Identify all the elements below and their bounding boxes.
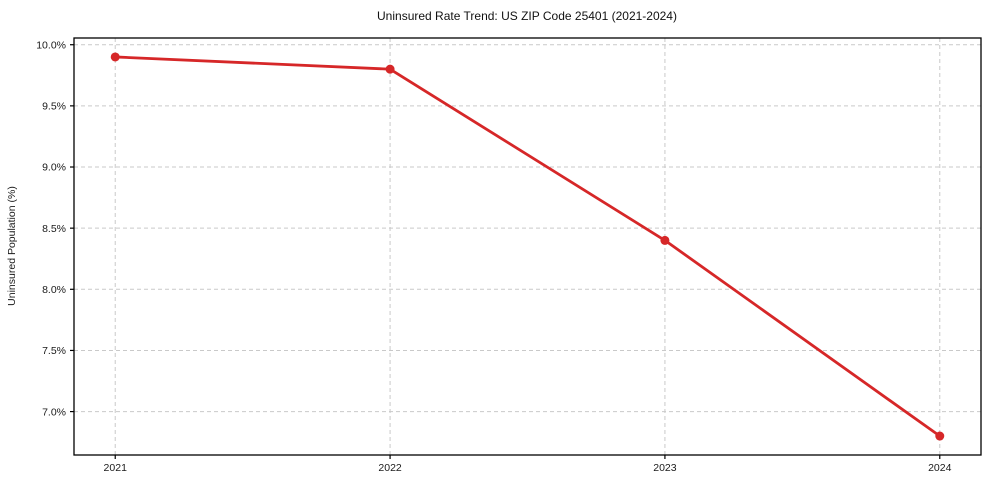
y-tick-label: 9.5% xyxy=(42,101,66,113)
chart-title: Uninsured Rate Trend: US ZIP Code 25401 … xyxy=(377,9,677,23)
y-tick-label: 8.0% xyxy=(42,284,66,296)
x-tick-label: 2023 xyxy=(653,462,677,474)
series-layer xyxy=(110,52,945,441)
x-tick-label: 2024 xyxy=(928,462,952,474)
y-tick-label: 9.0% xyxy=(42,162,66,174)
trend-line xyxy=(113,55,942,438)
data-point-2022 xyxy=(385,64,395,74)
data-point-2024 xyxy=(935,431,945,441)
plot-border xyxy=(73,37,982,456)
grid-layer xyxy=(74,38,981,455)
y-axis-title: Uninsured Population (%) xyxy=(6,186,18,306)
x-tick-label: 2021 xyxy=(104,462,128,474)
axes-layer: 7.0% 7.5% 8.0% 8.5% 9.0% 9.5% 10.0% 2021 2022 202… xyxy=(36,37,982,474)
data-point-2023 xyxy=(660,235,670,245)
y-tick-label: 7.0% xyxy=(42,406,66,418)
y-tick-label: 10.0% xyxy=(36,39,66,51)
y-tick-label: 8.5% xyxy=(42,223,66,235)
y-tick-label: 7.5% xyxy=(42,345,66,357)
x-tick-label: 2022 xyxy=(378,462,402,474)
data-point-2021 xyxy=(110,52,120,62)
